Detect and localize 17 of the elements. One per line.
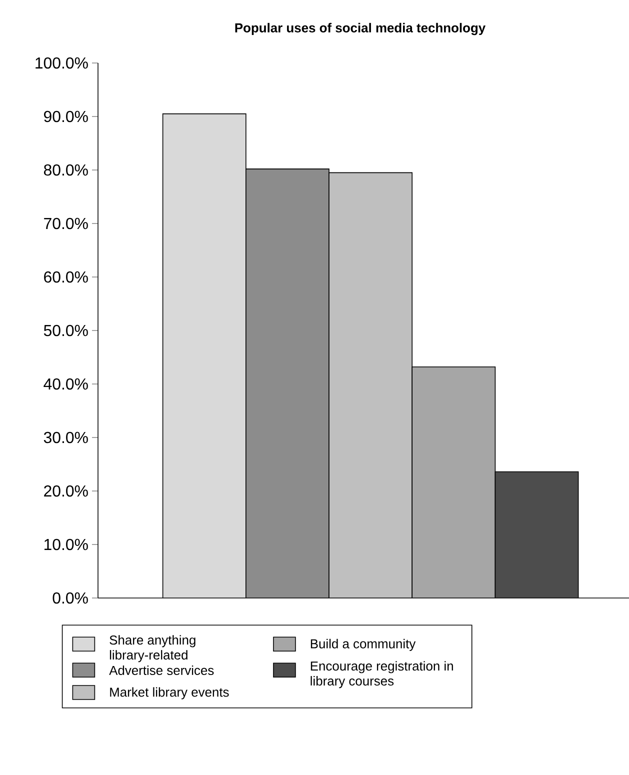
y-tick-label: 90.0% [44,110,88,122]
y-tick-label: 10.0% [44,538,88,550]
y-tick-label: 50.0% [44,324,88,336]
legend-label: Share anything library-related [110,635,196,662]
y-tick-label: 30.0% [44,432,88,444]
y-tick-label: 100.0% [36,57,88,69]
legend-label: Encourage registration in library courses [310,661,453,688]
legend-label: Market library events [110,687,229,700]
y-tick-label: 0.0% [52,592,88,604]
legend-label: Advertise services [109,665,214,675]
y-tick-label: 40.0% [44,378,88,390]
y-tick-label: 60.0% [44,271,88,283]
y-tick-label: 20.0% [44,485,88,497]
y-tick-label: 70.0% [44,218,88,230]
chart-title: Popular uses of social media technology [235,22,486,36]
legend-label: Build a community [310,638,416,651]
y-tick-label: 80.0% [44,164,88,176]
